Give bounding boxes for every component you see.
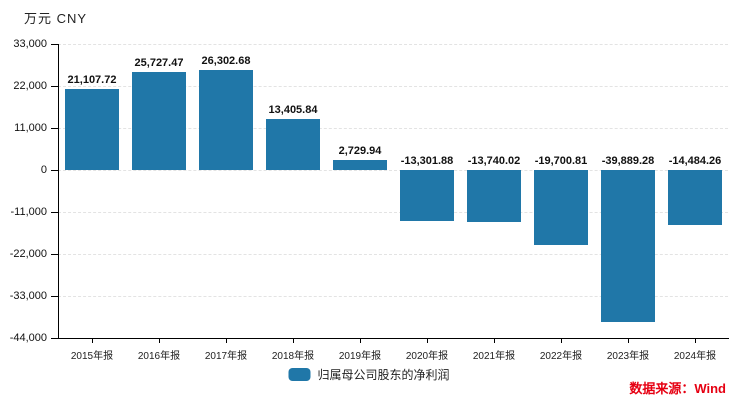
gridline bbox=[58, 212, 728, 213]
bar[interactable] bbox=[333, 160, 387, 170]
x-axis-tick bbox=[427, 338, 428, 343]
y-axis-tick bbox=[51, 170, 58, 171]
gridline bbox=[58, 170, 728, 171]
y-axis-line bbox=[58, 44, 59, 338]
bar-value-label: 21,107.72 bbox=[67, 74, 117, 86]
y-axis-tick-label: -44,000 bbox=[9, 332, 47, 344]
bar[interactable] bbox=[199, 70, 253, 170]
gridline bbox=[58, 44, 728, 45]
y-axis-tick bbox=[51, 338, 58, 339]
x-axis-tick-label: 2023年报 bbox=[606, 351, 650, 362]
x-axis-tick-label: 2024年报 bbox=[673, 351, 717, 362]
y-axis-tick-label: 33,000 bbox=[13, 38, 47, 50]
x-axis-tick bbox=[695, 338, 696, 343]
x-axis-tick-label: 2016年报 bbox=[137, 351, 181, 362]
x-axis-tick bbox=[360, 338, 361, 343]
y-axis-tick-label: -11,000 bbox=[10, 206, 48, 218]
y-axis-tick-label: -33,000 bbox=[9, 290, 47, 302]
bar[interactable] bbox=[534, 170, 588, 245]
y-axis-tick-label: -22,000 bbox=[9, 248, 47, 260]
bar-value-label: -14,484.26 bbox=[668, 155, 722, 167]
x-axis-tick-label: 2021年报 bbox=[472, 351, 516, 362]
data-source-label: 数据来源：Wind bbox=[629, 381, 726, 396]
y-axis-tick bbox=[51, 128, 58, 129]
bar-value-label: -13,740.02 bbox=[467, 155, 521, 167]
bar[interactable] bbox=[668, 170, 722, 225]
bar[interactable] bbox=[467, 170, 521, 222]
x-axis-tick bbox=[561, 338, 562, 343]
x-axis-tick-label: 2022年报 bbox=[539, 351, 583, 362]
y-axis-tick-label: 0 bbox=[40, 164, 47, 176]
bar[interactable] bbox=[601, 170, 655, 322]
x-axis-tick-label: 2020年报 bbox=[405, 351, 449, 362]
y-axis-tick bbox=[51, 44, 58, 45]
bar-value-label: 13,405.84 bbox=[268, 104, 318, 116]
bar-value-label: -39,889.28 bbox=[601, 155, 655, 167]
x-axis-tick bbox=[226, 338, 227, 343]
x-axis-tick bbox=[293, 338, 294, 343]
x-axis-line bbox=[58, 338, 729, 339]
x-axis-tick bbox=[494, 338, 495, 343]
x-axis-tick-label: 2019年报 bbox=[338, 351, 382, 362]
x-axis-tick bbox=[92, 338, 93, 343]
axis-unit-label: 万元 CNY bbox=[24, 11, 88, 26]
bar[interactable] bbox=[266, 119, 320, 170]
bar[interactable] bbox=[65, 89, 119, 170]
legend-swatch bbox=[288, 368, 311, 381]
y-axis-tick bbox=[51, 86, 58, 87]
gridline bbox=[58, 254, 728, 255]
gridline bbox=[58, 296, 728, 297]
y-axis-tick-label: 22,000 bbox=[13, 80, 47, 92]
bar-value-label: 26,302.68 bbox=[201, 55, 251, 67]
bar[interactable] bbox=[132, 72, 186, 170]
legend-label: 归属母公司股东的净利润 bbox=[317, 368, 450, 382]
y-axis-tick bbox=[51, 212, 58, 213]
bar-value-label: -19,700.81 bbox=[534, 155, 588, 167]
bar[interactable] bbox=[400, 170, 454, 221]
x-axis-tick bbox=[159, 338, 160, 343]
x-axis-tick-label: 2018年报 bbox=[271, 351, 315, 362]
y-axis-tick-label: 11,000 bbox=[14, 122, 47, 134]
bar-value-label: 25,727.47 bbox=[134, 57, 184, 69]
x-axis-tick-label: 2017年报 bbox=[204, 351, 248, 362]
gridline bbox=[58, 128, 728, 129]
x-axis-tick bbox=[628, 338, 629, 343]
y-axis-tick bbox=[51, 296, 58, 297]
gridline bbox=[58, 86, 728, 87]
bar-value-label: -13,301.88 bbox=[400, 155, 454, 167]
bar-value-label: 2,729.94 bbox=[338, 145, 382, 157]
x-axis-tick-label: 2015年报 bbox=[70, 351, 114, 362]
legend-item[interactable]: 归属母公司股东的净利润 bbox=[288, 366, 450, 383]
y-axis-tick bbox=[51, 254, 58, 255]
